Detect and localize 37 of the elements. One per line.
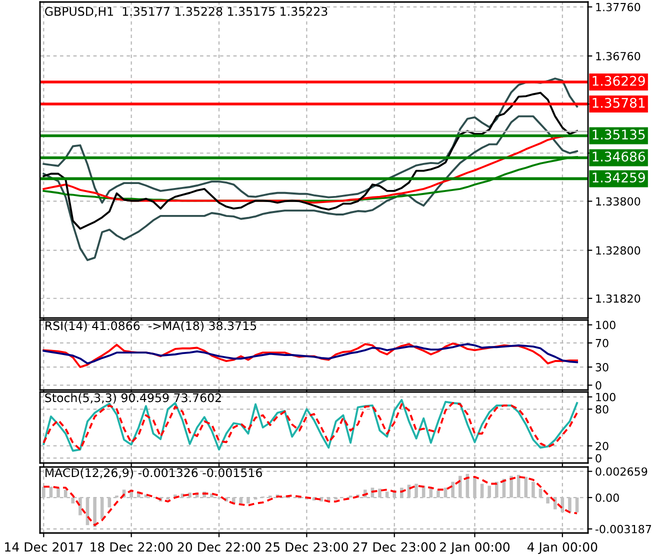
y-tick-label: 30 [596,363,608,372]
x-tick-label: 25 Dec 23:00 [266,542,348,552]
y-tick-label: 100 [596,320,616,330]
ref-line-label: 1.34686 [592,152,646,162]
ref-line-label: 1.35781 [592,98,645,108]
y-tick-label: 1.36760 [596,52,640,60]
y-tick-label: 1.33800 [596,197,640,206]
x-tick-label: 2 Jan 00:00 [440,542,510,554]
x-tick-label: 4 Jan 00:00 [527,542,598,554]
x-tick-label: 27 Dec 23:00 [353,542,436,552]
ref-line-label: 1.35135 [592,130,645,140]
chart-title: RSI(14) 41.0866 ->MA(18) 38.3715 [46,321,256,332]
y-tick-label: 1.32800 [596,246,640,255]
line-series [42,342,578,368]
line-series [42,115,578,262]
line-series [42,78,578,204]
y-tick-label: 1.37760 [596,2,640,12]
chart-title: MACD(12,26,9) -0.001326 -0.001516 [46,468,262,479]
y-tick-label: 0 [596,454,602,462]
y-tick-label: 80 [596,405,608,414]
chart-title: Stoch(5,3,3) 90.4959 73.7602 [45,393,221,404]
ref-line-label: 1.36229 [592,76,645,86]
y-tick-label: 0.002659 [596,467,648,476]
chart-title: GBPUSD,H1 1.35177 1.35228 1.35175 1.35223 [45,6,328,18]
x-tick-label: 14 Dec 2017 [5,542,83,552]
line-series [42,92,578,230]
ref-line-label: 1.34259 [592,172,645,183]
x-tick-label: 18 Dec 22:00 [90,542,173,552]
y-tick-label: -0.003187 [595,524,652,534]
line-series [42,343,578,364]
y-tick-label: 70 [596,338,608,348]
y-tick-label: 1.31820 [596,294,640,303]
y-tick-label: 0 [596,381,602,390]
y-tick-label: 20 [596,442,608,450]
x-tick-label: 20 Dec 22:00 [178,542,260,552]
y-tick-label: 0.00 [596,494,619,502]
y-tick-label: 100 [596,392,616,402]
